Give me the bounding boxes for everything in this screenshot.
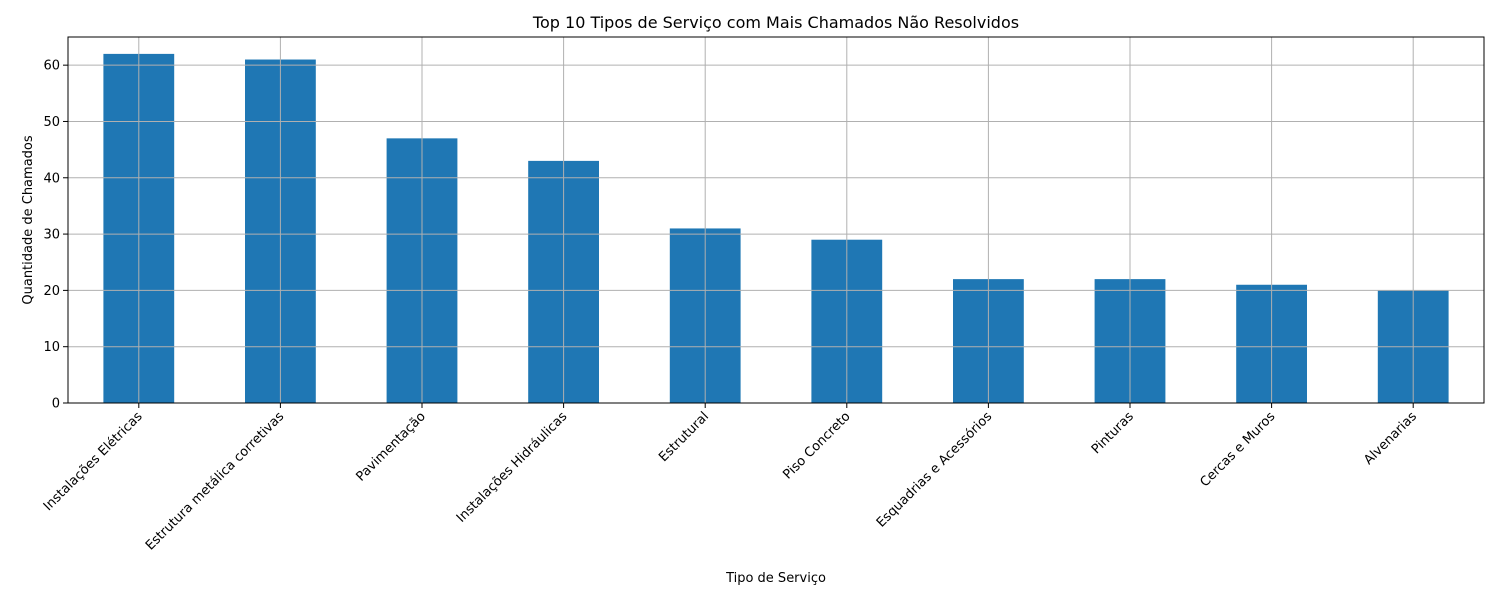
- y-tick-label: 60: [43, 59, 60, 74]
- bars-layer: [103, 53, 1449, 404]
- y-tick-label: 0: [52, 397, 60, 412]
- x-tick-label: Esquadrias e Acessórios: [874, 409, 996, 531]
- x-tick-label: Cercas e Muros: [1197, 409, 1278, 490]
- y-tick-label: 20: [43, 284, 60, 299]
- y-tick-label: 30: [43, 228, 60, 243]
- x-tick-label: Estrutura metálica corretivas: [143, 409, 287, 553]
- y-axis-label: Quantidade de Chamados: [21, 135, 36, 304]
- chart-title: Top 10 Tipos de Serviço com Mais Chamado…: [532, 13, 1019, 32]
- y-tick-label: 10: [43, 340, 60, 355]
- plot-frame: [67, 36, 1485, 404]
- y-tick-label: 40: [43, 171, 60, 186]
- x-tick-label: Pinturas: [1089, 409, 1137, 457]
- x-tick-label: Estrutural: [656, 409, 712, 465]
- y-tick-label: 50: [43, 115, 60, 130]
- x-axis-label: Tipo de Serviço: [725, 571, 826, 586]
- grid-overlay: [68, 37, 1484, 404]
- x-tick-label: Instalações Hidráulicas: [454, 409, 571, 526]
- x-tick-label: Pavimentação: [353, 409, 428, 484]
- x-tick-label: Alvenarias: [1361, 409, 1420, 468]
- x-tick-label: Piso Concreto: [780, 409, 853, 482]
- x-tick-label: Instalações Elétricas: [41, 409, 146, 514]
- y-axis-ticks: 0 10 20 30 40 50 60: [43, 59, 68, 412]
